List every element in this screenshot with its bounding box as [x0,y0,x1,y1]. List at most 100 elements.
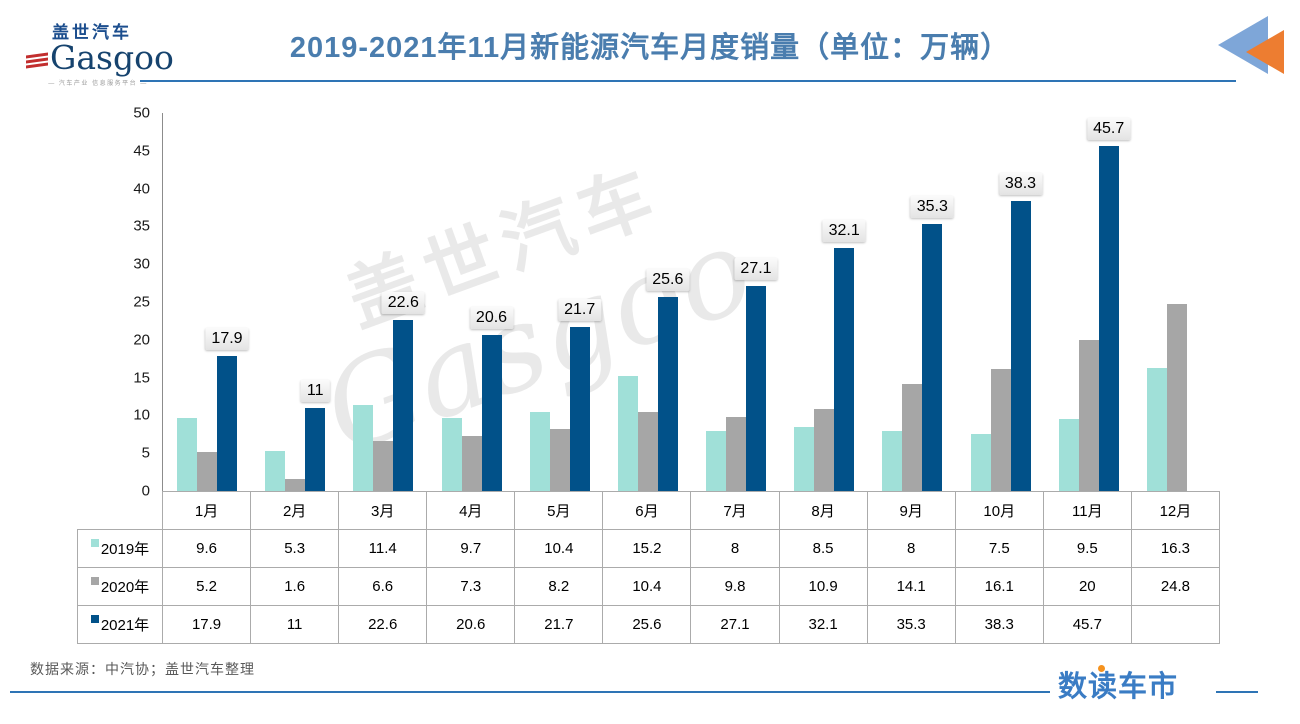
value-cell: 17.9 [161,605,252,644]
series-legend-cell: 2019年 [77,529,163,568]
value-cell: 24.8 [1130,567,1221,606]
bar-2020年-7月 [726,416,746,491]
legend-swatch-icon [90,577,99,585]
shuduche-shi-logo: 数读车市 [1058,663,1178,705]
y-axis-tick-label: 15 [133,369,150,387]
value-cell: 8.5 [778,529,868,568]
value-cell: 11 [250,605,340,644]
bar-2020年-3月 [373,441,394,491]
month-header: 6月 [602,491,692,530]
bar-value-label: 35.3 [910,196,954,219]
bar-2020年-12月 [1166,303,1187,491]
data-source-note: 数据来源：中汽协；盖世汽车整理 [30,661,255,677]
y-axis-tick-label: 20 [133,331,150,349]
value-cell: 16.1 [954,567,1044,606]
value-cell: 5.2 [161,567,252,606]
table-corner-cell [78,492,163,530]
bar-2019年-11月 [1058,419,1079,491]
value-cell: 1.6 [250,567,340,606]
gasgoo-logo-wordmark: Gasgoo [50,38,174,77]
table-row: 2019年 9.6 5.3 11.4 9.7 10.4 15.2 8 8.5 8 7.5 9.5 16.… [77,529,1221,568]
y-axis-tick-label: 30 [133,255,150,273]
value-cell: 21.7 [514,605,604,644]
value-cell: 5.3 [250,529,340,568]
bar-2020年-4月 [461,435,482,491]
bar-2019年-4月 [441,417,462,491]
y-axis-tick-label: 10 [133,406,150,424]
y-axis-tick-label: 5 [141,444,150,462]
data-table: 1月 2月 3月 4月 5月 6月 7月 8月 9月 10月 11月 12月 2019年 9.6 5.3 11… [77,491,1221,644]
bar-2020年-9月 [902,384,923,491]
bar-2021年-8月 [834,248,855,491]
value-cell: 15.2 [602,529,692,568]
value-cell: 38.3 [954,605,1044,644]
value-cell: 10.4 [514,529,604,568]
title-underline [140,80,1236,82]
page-title: 2019-2021年11月新能源汽车月度销量（单位：万辆） [289,32,1011,64]
value-cell: 16.3 [1130,529,1221,568]
table-row: 2020年 5.2 1.6 6.6 7.3 8.2 10.4 9.8 10.9 14.1 16.1 2… [77,567,1221,606]
value-cell: 9.7 [426,529,516,568]
bar-2019年-8月 [794,426,815,491]
bar-value-label: 21.7 [558,298,602,321]
month-header: 5月 [514,491,604,530]
bar-2020年-11月 [1078,339,1099,491]
value-cell: 20.6 [426,605,516,644]
bar-2020年-8月 [814,408,835,491]
value-cell: 11.4 [338,529,428,568]
table-row: 2021年 17.9 11 22.6 20.6 21.7 25.6 27.1 32.1 35.3 3… [77,605,1221,644]
bar-2020年-6月 [637,412,658,491]
value-cell [1130,605,1221,644]
bar-value-label: 32.1 [822,220,866,243]
footer-line-short [1216,691,1258,693]
bar-2019年-7月 [706,430,726,491]
value-cell: 10.4 [602,567,692,606]
bar-2021年-7月 [746,286,766,491]
month-header: 11月 [1042,491,1132,530]
value-cell: 35.3 [866,605,956,644]
month-header: 1月 [161,491,252,530]
bar-2021年-2月 [305,407,326,491]
bar-2021年-10月 [1010,201,1031,491]
brand-orange-dot-icon [1098,665,1105,672]
bar-2019年-10月 [970,434,991,491]
double-back-triangles-icon [1218,16,1284,74]
value-cell: 45.7 [1042,605,1132,644]
value-cell: 9.6 [161,529,252,568]
value-cell: 22.6 [338,605,428,644]
value-cell: 6.6 [338,567,428,606]
bar-value-label: 45.7 [1087,117,1131,140]
value-cell: 7.3 [426,567,516,606]
y-axis-tick-label: 50 [133,104,150,122]
value-cell: 8 [690,529,780,568]
month-header: 12月 [1130,491,1221,530]
gasgoo-logo-cn: 盖世汽车 [52,23,132,42]
value-cell: 20 [1042,567,1132,606]
value-cell: 14.1 [866,567,956,606]
bar-2019年-5月 [529,412,550,491]
bar-2020年-5月 [549,429,570,491]
value-cell: 9.5 [1042,529,1132,568]
series-legend-cell: 2021年 [77,605,163,644]
value-cell: 32.1 [778,605,868,644]
bar-2021年-1月 [217,355,237,491]
gasgoo-logo-tagline: — 汽车产业 信息服务平台 — [48,81,148,87]
bar-2021年-3月 [393,320,414,491]
bar-value-label: 38.3 [998,173,1043,196]
bar-2019年-12月 [1146,367,1167,491]
y-axis-tick-label: 40 [133,180,150,198]
value-cell: 7.5 [954,529,1044,568]
bar-2021年-9月 [922,224,943,491]
value-cell: 8 [866,529,956,568]
bar-2020年-1月 [197,451,217,491]
footer-line [10,691,1050,693]
legend-swatch-icon [90,615,99,623]
sales-bar-chart: 盖世汽车 Gasgoo 0 5 10 15 20 25 30 35 40 45 50 17.9 11 2… [0,95,1300,500]
value-cell: 9.8 [690,567,780,606]
value-cell: 27.1 [690,605,780,644]
bar-2020年-10月 [990,369,1011,491]
bar-2021年-11月 [1098,145,1119,491]
bar-2019年-3月 [353,404,374,491]
y-axis-tick-label: 0 [141,482,150,500]
